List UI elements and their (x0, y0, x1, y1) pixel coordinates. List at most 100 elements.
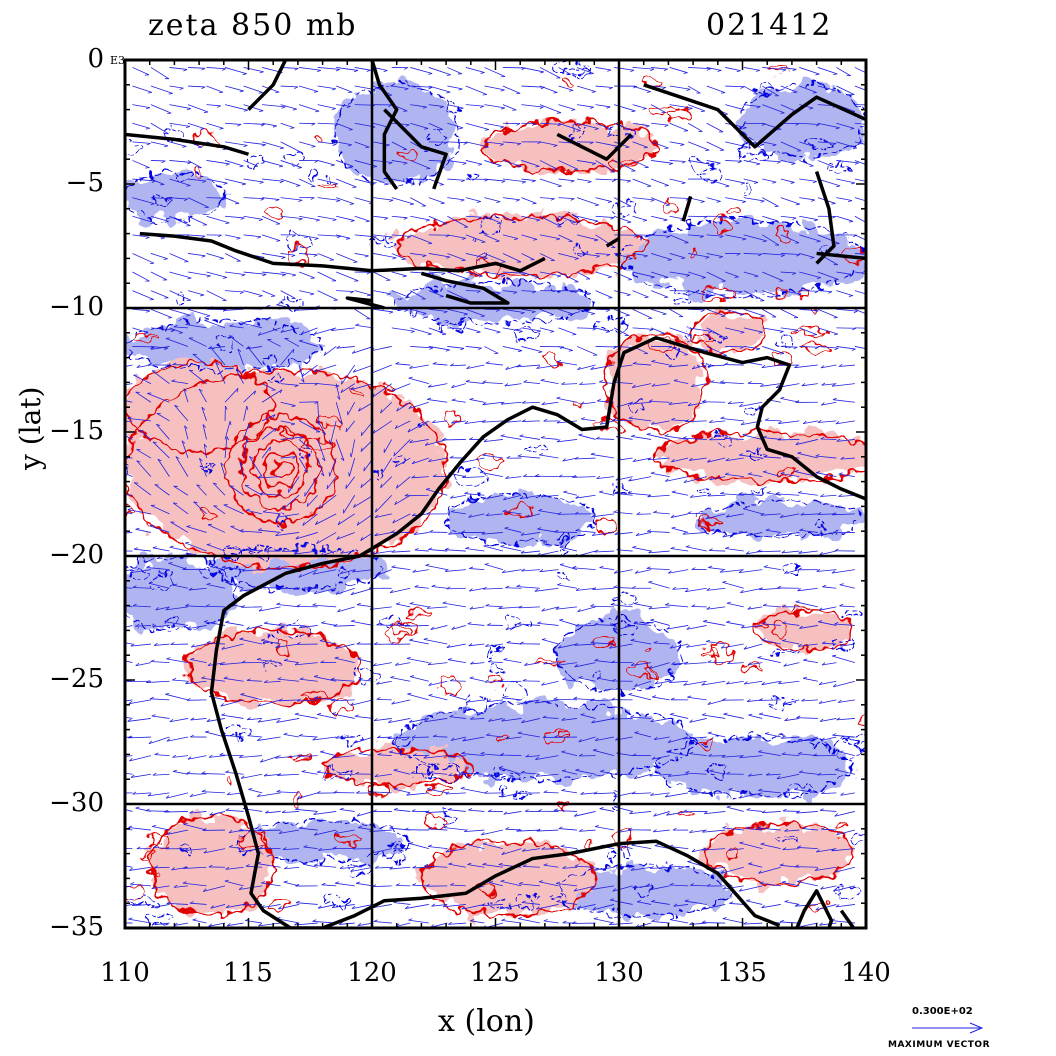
negative-contour (777, 836, 798, 844)
wind-vector (592, 748, 615, 757)
wind-vector (578, 433, 596, 440)
wind-vector (688, 141, 710, 151)
wind-vector (413, 531, 429, 535)
wind-vector (317, 253, 334, 261)
wind-vector (299, 677, 318, 682)
wind-vector (519, 434, 541, 440)
wind-vector (243, 271, 267, 277)
wind-vector (354, 253, 369, 258)
wind-vector (764, 732, 781, 738)
wind-vector (516, 584, 540, 589)
negative-contour (428, 132, 447, 142)
wind-vector (224, 405, 228, 421)
wind-vector (817, 234, 840, 245)
wind-vector (543, 863, 559, 868)
wind-vector (561, 788, 578, 794)
wind-vector (317, 160, 335, 167)
wind-vector (523, 699, 541, 704)
wind-vector (834, 548, 855, 552)
wind-vector (257, 828, 281, 832)
wind-vector (407, 692, 429, 701)
wind-vector (784, 900, 800, 905)
wind-vector (652, 829, 670, 833)
wind-vector (518, 917, 541, 924)
wind-vector (818, 680, 837, 685)
wind-vector (521, 848, 541, 852)
wind-vector (836, 160, 859, 165)
wind-vector (609, 898, 633, 905)
wind-vector (484, 67, 506, 78)
wind-vector (707, 493, 726, 497)
wind-vector (155, 606, 170, 611)
wind-vector (650, 866, 670, 869)
wind-vector (504, 526, 522, 533)
positive-region (396, 216, 644, 276)
wind-vector (484, 563, 504, 571)
wind-vector (280, 290, 296, 299)
wind-vector (780, 327, 799, 333)
wind-vector (298, 457, 308, 473)
wind-vector (799, 528, 818, 533)
wind-vector (470, 919, 485, 924)
wind-vector (131, 903, 151, 907)
wind-vector (501, 918, 522, 924)
wind-vector (336, 532, 355, 540)
wind-vector (710, 528, 726, 533)
wind-vector (410, 234, 433, 245)
negative-region (557, 866, 731, 916)
wind-vector (780, 271, 797, 276)
wind-vector (590, 640, 615, 645)
wind-vector (169, 104, 191, 111)
wind-vector (206, 718, 226, 722)
positive-contour (319, 417, 347, 429)
wind-vector (312, 603, 337, 608)
wind-vector (664, 792, 689, 798)
wind-vector (539, 67, 561, 79)
wind-vector (522, 419, 540, 422)
wind-vector (189, 792, 207, 798)
wind-vector (374, 865, 392, 869)
wind-vector (410, 327, 432, 336)
wind-vector (499, 904, 522, 910)
wind-vector (373, 141, 390, 147)
wind-vector (761, 364, 781, 369)
wind-vector (350, 383, 374, 391)
wind-vector (392, 513, 411, 524)
wind-vector (539, 569, 559, 573)
wind-vector (206, 197, 227, 201)
wind-vector (169, 271, 192, 280)
wind-vector (595, 234, 616, 249)
negative-contour (266, 377, 286, 384)
wind-vector (410, 85, 433, 90)
wind-vector (576, 308, 595, 316)
y-tick-label: −35 (49, 912, 104, 942)
wind-vector (262, 104, 286, 109)
positive-contour (665, 202, 676, 217)
wind-vector (391, 327, 415, 333)
wind-vector (447, 754, 466, 758)
wind-vector (534, 587, 559, 592)
wind-vector (313, 327, 337, 335)
wind-vector (376, 622, 392, 626)
wind-vector (746, 899, 763, 905)
wind-vector (354, 141, 370, 149)
wind-vector (672, 586, 689, 590)
wind-vector (729, 901, 744, 905)
positive-region (125, 362, 274, 452)
wind-vector (428, 693, 448, 701)
wind-vector (778, 680, 800, 685)
wind-vector (577, 364, 596, 371)
wind-vector (393, 439, 411, 457)
wind-vector (173, 324, 189, 329)
wind-vector (150, 197, 172, 201)
wind-vector (427, 662, 448, 666)
wind-vector (170, 521, 189, 533)
wind-vector (280, 85, 299, 89)
wind-vector (725, 513, 744, 518)
wind-vector (573, 885, 596, 892)
wind-vector (444, 547, 466, 552)
wind-vector (780, 396, 800, 403)
positive-contour (593, 516, 615, 533)
wind-vector (577, 606, 596, 613)
wind-vector (132, 122, 150, 130)
